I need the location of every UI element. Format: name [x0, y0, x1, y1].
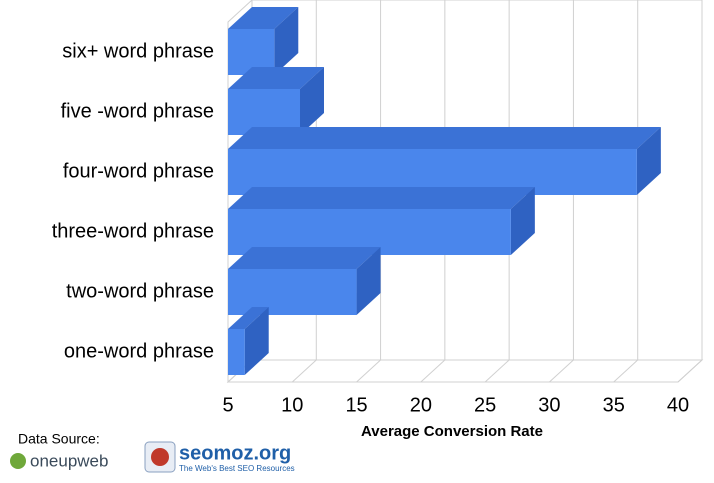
x-tick-label: 5 — [222, 394, 233, 416]
y-tick-label: six+ word phrase — [62, 40, 214, 62]
logo-oneupweb: oneupweb — [10, 451, 108, 470]
y-tick-label: five -word phrase — [61, 100, 214, 122]
bar — [228, 329, 245, 375]
bar-top — [228, 187, 535, 209]
bar-side — [300, 67, 324, 135]
bar-side — [510, 187, 535, 255]
logo-tagline: The Web's Best SEO Resources — [179, 464, 295, 473]
y-tick-label: one-word phrase — [64, 340, 214, 362]
x-tick-label: 25 — [474, 394, 496, 416]
bar-side — [244, 307, 269, 375]
y-tick-label: two-word phrase — [66, 280, 214, 302]
grid-line — [549, 359, 574, 383]
floor — [226, 359, 704, 383]
bar-side — [356, 247, 381, 315]
logo-icon — [10, 453, 26, 469]
bar-side — [274, 7, 299, 75]
logo-text: oneupweb — [30, 451, 108, 470]
x-tick-label: 20 — [410, 394, 432, 416]
logo-seomoz: seomoz.org The Web's Best SEO Resources — [144, 441, 295, 473]
bar-top — [228, 247, 381, 269]
x-tick-label: 40 — [667, 394, 689, 416]
logo-text: seomoz.org — [179, 442, 291, 464]
bar-top — [228, 67, 324, 89]
bar-top — [228, 7, 299, 29]
bar-side — [636, 127, 661, 195]
x-axis-label: Average Conversion Rate — [361, 423, 543, 440]
x-tick-label: 10 — [281, 394, 303, 416]
grid-line — [356, 359, 381, 383]
y-tick-label: four-word phrase — [63, 160, 214, 182]
x-tick-label: 35 — [603, 394, 625, 416]
bar — [228, 269, 357, 315]
logo-icon — [151, 448, 169, 466]
grid-line — [291, 359, 317, 383]
x-tick-label: 15 — [345, 394, 367, 416]
grid-line — [420, 359, 446, 383]
x-tick-label: 30 — [538, 394, 560, 416]
grid-line — [484, 359, 510, 383]
bar-top — [228, 307, 269, 329]
grid-line — [613, 359, 639, 383]
bar-top — [228, 127, 661, 149]
grid-line — [677, 359, 703, 383]
y-tick-label: three-word phrase — [52, 220, 214, 242]
source-label: Data Source: — [18, 431, 100, 447]
